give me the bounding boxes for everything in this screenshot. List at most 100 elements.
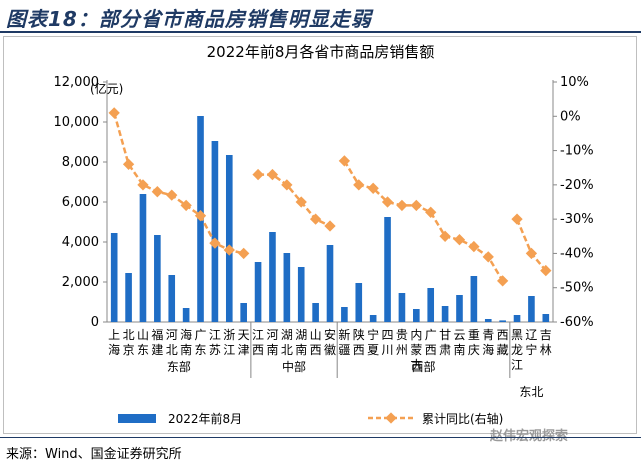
yoy-point	[209, 237, 221, 249]
x-tick-label: 湖	[295, 327, 307, 342]
legend-bar-swatch	[118, 413, 156, 423]
right-tick-label: -60%	[560, 315, 594, 330]
x-tick-label: 林	[540, 343, 552, 357]
x-tick-label: 重	[468, 328, 480, 342]
yoy-point	[180, 199, 192, 212]
bar	[326, 245, 334, 322]
x-tick-label: 东	[195, 343, 207, 357]
yoy-point	[309, 213, 322, 225]
chart-title: 2022年前8月各省市商品房销售额	[206, 43, 435, 61]
x-tick-label: 江	[511, 358, 523, 372]
bar	[542, 314, 550, 322]
x-tick-label: 南	[180, 342, 192, 357]
bar	[225, 155, 233, 322]
yoy-point	[496, 275, 509, 287]
x-tick-label: 川	[382, 343, 394, 357]
x-tick-label: 辽	[525, 328, 537, 342]
figure-title: 图表18：部分省市商品房销售明显走弱	[6, 7, 372, 31]
x-tick-label: 北	[123, 328, 135, 342]
figure-header: 图表18：部分省市商品房销售明显走弱	[0, 0, 641, 33]
x-tick-label: 河	[166, 328, 178, 342]
bar	[154, 235, 161, 322]
x-tick-label: 藏	[497, 343, 509, 357]
header-divider	[0, 31, 641, 33]
right-tick-label: -10%	[560, 144, 594, 159]
left-tick-label: 12,000	[54, 75, 100, 90]
x-tick-label: 徽	[324, 342, 336, 357]
bar	[211, 141, 219, 322]
x-tick-label: 吉	[540, 328, 552, 342]
x-tick-label: 云	[453, 328, 465, 342]
x-tick-label: 上	[108, 328, 120, 342]
x-tick-label: 津	[238, 343, 250, 357]
group-label: 东北	[519, 385, 543, 399]
x-tick-label: 海	[108, 342, 120, 357]
x-tick-label: 黑	[511, 328, 523, 342]
yoy-point	[108, 107, 120, 119]
bar	[398, 293, 406, 322]
yoy-point	[511, 213, 523, 225]
bar	[182, 308, 190, 322]
x-tick-label: 古	[410, 357, 422, 372]
yoy-point	[295, 196, 307, 208]
x-tick-label: 贵	[396, 328, 408, 342]
bar	[110, 233, 118, 322]
x-tick-label: 江	[252, 328, 264, 342]
x-tick-label: 肃	[439, 343, 451, 357]
bar	[269, 232, 276, 322]
yoy-point	[338, 155, 351, 167]
chart-frame	[3, 36, 637, 434]
yoy-line-segment	[343, 160, 504, 282]
x-tick-label: 广	[195, 328, 207, 342]
x-tick-label: 北	[281, 343, 293, 357]
yoy-point	[353, 179, 365, 191]
yoy-point	[266, 168, 279, 181]
bar	[413, 309, 420, 322]
x-tick-label: 南	[453, 342, 465, 357]
x-tick-label: 四	[382, 328, 394, 342]
yoy-point	[439, 230, 451, 242]
x-tick-label: 海	[180, 327, 192, 342]
bar	[470, 276, 478, 322]
right-tick-label: -20%	[560, 178, 594, 193]
x-tick-label: 内	[410, 328, 422, 342]
legend-line-label: 累计同比(右轴)	[422, 411, 504, 426]
x-tick-label: 州	[396, 343, 408, 357]
x-tick-label: 广	[425, 328, 437, 342]
yoy-point	[468, 240, 480, 253]
footer-divider	[0, 437, 641, 438]
x-tick-label: 西	[353, 343, 365, 357]
x-tick-label: 天	[238, 328, 250, 342]
x-tick-label: 南	[295, 342, 307, 357]
bar	[369, 315, 377, 322]
bar	[441, 306, 449, 322]
x-tick-label: 陕	[353, 327, 365, 342]
legend-bar-label: 2022年前8月	[168, 411, 243, 426]
x-tick-label: 新	[338, 327, 350, 342]
bar	[168, 275, 176, 322]
bar	[125, 273, 132, 322]
yoy-point	[324, 220, 336, 232]
bar	[528, 296, 535, 322]
yoy-point	[453, 234, 466, 246]
right-tick-label: 10%	[560, 75, 589, 90]
yoy-point	[194, 210, 207, 222]
yoy-point	[410, 199, 422, 212]
legend-line-entry: 累计同比(右轴)	[368, 410, 503, 426]
right-tick-label: -40%	[560, 246, 594, 261]
x-tick-label: 苏	[209, 343, 221, 357]
left-tick-label: 2,000	[62, 275, 99, 290]
bar	[456, 295, 463, 322]
yoy-point	[482, 251, 494, 263]
x-tick-label: 龙	[511, 343, 523, 357]
bar	[341, 307, 348, 322]
right-tick-label: 0%	[560, 109, 581, 124]
bar	[484, 319, 492, 322]
x-tick-label: 浙	[223, 328, 235, 342]
x-tick-label: 西	[497, 328, 509, 342]
x-tick-label: 南	[266, 342, 278, 357]
yoy-line-segment	[515, 218, 547, 272]
yoy-point	[381, 196, 394, 208]
yoy-point	[166, 189, 178, 201]
bar	[384, 217, 391, 322]
